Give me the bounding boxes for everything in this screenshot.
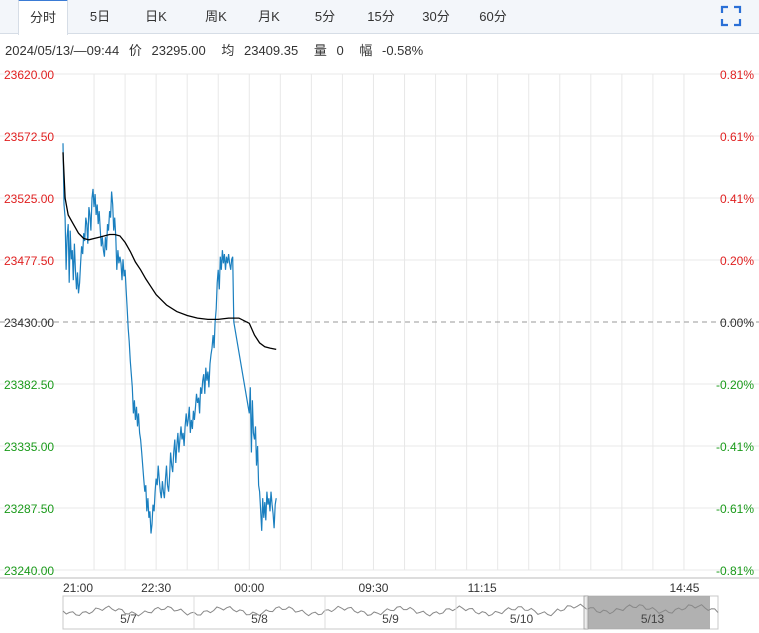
pct-tick-label: -0.81%	[716, 564, 754, 578]
pct-tick-label: 0.41%	[720, 192, 754, 206]
navigator-date-label: 5/8	[251, 612, 268, 626]
tab-3[interactable]: 日K	[145, 9, 167, 24]
navigator-date-label: 5/7	[120, 612, 137, 626]
x-tick-label: 09:30	[358, 581, 388, 595]
x-tick-label: 21:00	[63, 581, 93, 595]
pct-tick-label: 0.20%	[720, 254, 754, 268]
x-tick-label: 11:15	[468, 581, 497, 595]
price-line	[62, 143, 277, 534]
pct-tick-label: -0.20%	[716, 378, 754, 392]
navigator-date-label: 5/10	[510, 612, 534, 626]
y-tick-label: 23572.50	[4, 130, 54, 144]
navigator-sparkline	[62, 603, 719, 617]
tab-2[interactable]: 5日	[89, 9, 111, 24]
y-tick-label: 23240.00	[4, 564, 54, 578]
y-tick-label: 23287.50	[4, 502, 54, 516]
pct-tick-label: 0.00%	[720, 316, 754, 330]
navigator-date-label: 5/13	[641, 612, 665, 626]
tab-8[interactable]: 30分	[422, 9, 450, 24]
pct-tick-label: 0.61%	[720, 130, 754, 144]
y-tick-label: 23430.00	[4, 316, 54, 330]
info-price: 价 23295.00	[128, 43, 206, 58]
tab-6[interactable]: 5分	[314, 9, 336, 24]
info-datetime: 2024/05/13/—09:44	[5, 43, 120, 58]
tab-9[interactable]: 60分	[479, 9, 507, 24]
x-tick-label: 00:00	[234, 581, 264, 595]
info-average: 均 23409.35	[221, 43, 299, 58]
info-volume: 量 0	[313, 43, 344, 58]
pct-tick-label: -0.41%	[716, 440, 754, 454]
navigator-handle[interactable]	[583, 595, 589, 630]
x-tick-label: 14:45	[669, 581, 699, 595]
quote-info-bar: 2024/05/13/—09:44 价 23295.00 均 23409.35 …	[5, 40, 435, 59]
average-line	[62, 152, 277, 351]
navigator-selection[interactable]	[587, 596, 710, 629]
period-tabs: 分时 5日 日K 周K 月K 5分 15分 30分 60分	[0, 0, 759, 35]
pct-tick-label: 0.81%	[720, 68, 754, 82]
y-tick-label: 23335.00	[4, 440, 54, 454]
tab-1[interactable]: 分时	[18, 0, 68, 35]
navigator-date-label: 5/9	[382, 612, 399, 626]
fullscreen-button[interactable]	[720, 5, 742, 27]
tab-7[interactable]: 15分	[367, 9, 395, 24]
y-tick-label: 23477.50	[4, 254, 54, 268]
y-tick-label: 23525.00	[4, 192, 54, 206]
pct-tick-label: -0.61%	[716, 502, 754, 516]
tab-5[interactable]: 月K	[258, 9, 280, 24]
expand-corners-icon	[720, 5, 742, 27]
y-tick-label: 23382.50	[4, 378, 54, 392]
y-tick-label: 23620.00	[4, 68, 54, 82]
x-tick-label: 22:30	[141, 581, 171, 595]
tab-4[interactable]: 周K	[205, 9, 227, 24]
info-change: 幅 -0.58%	[359, 43, 424, 58]
